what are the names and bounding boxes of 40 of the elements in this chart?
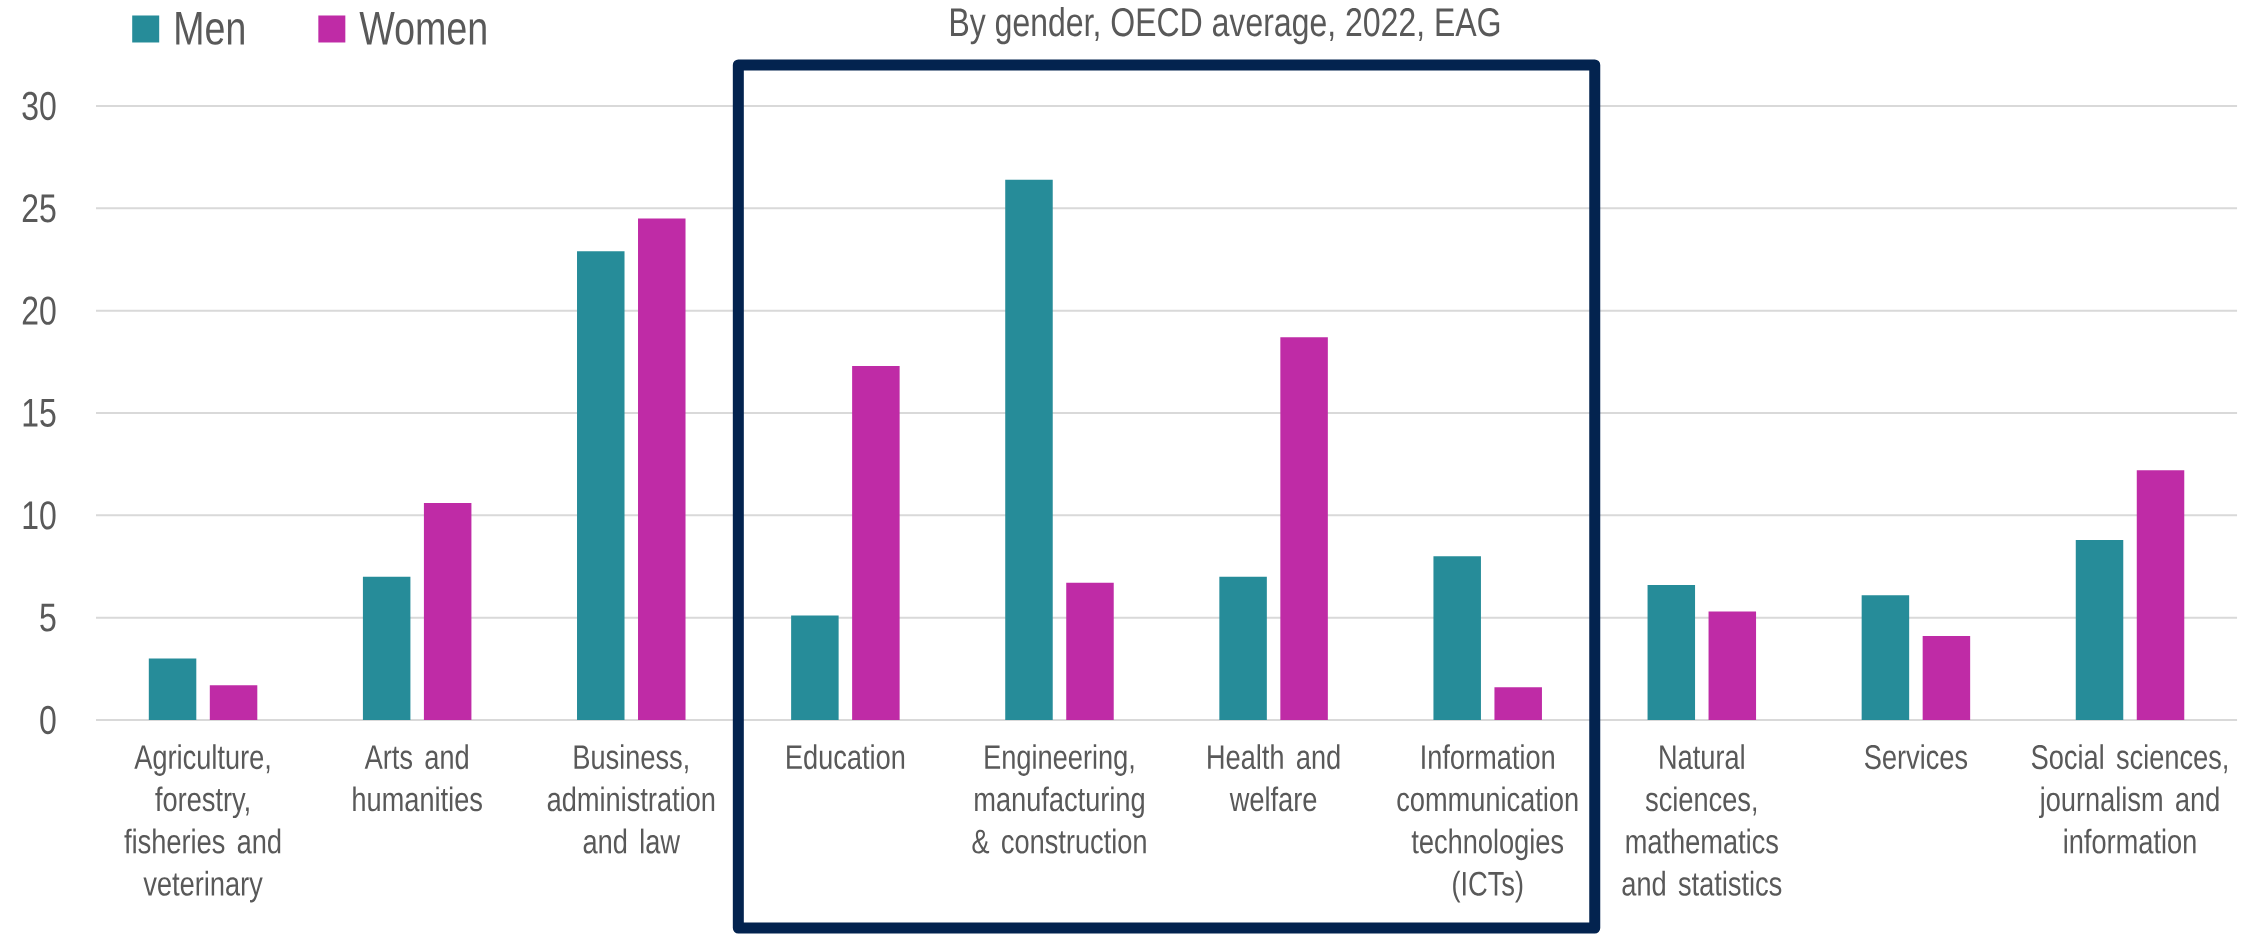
y-tick-label: 15 (23, 399, 56, 427)
bar (1280, 337, 1328, 720)
y-tick-label: 25 (22, 194, 56, 223)
bar (638, 218, 686, 720)
bar (1005, 179, 1053, 720)
bar (1708, 611, 1757, 720)
x-tick-label: Information communication technologies (ICTs) (1397, 744, 1578, 903)
x-tick-label: Social sciences, journalism and information (2031, 744, 2227, 854)
bar (1922, 636, 1971, 720)
x-tick-label: Health and welfare (1208, 744, 1340, 812)
bar (2075, 539, 2124, 720)
bar (362, 576, 411, 720)
bar (2136, 470, 2185, 720)
bar (852, 365, 900, 720)
y-tick-label: 30 (22, 91, 56, 121)
bar (1861, 595, 1910, 720)
chart-subtitle: By gender, OECD average, 2022, EAG (951, 7, 1500, 45)
x-tick-label: Engineering, manufacturing & construction (972, 744, 1146, 854)
y-tick-label: 5 (40, 603, 56, 632)
bar (1066, 582, 1114, 720)
bar (1647, 584, 1696, 720)
legend-label: Men (176, 12, 244, 45)
bar (1219, 576, 1267, 720)
bar (148, 658, 197, 720)
legend-label: Women (359, 12, 486, 45)
bar (791, 615, 839, 720)
x-tick-label: Education (787, 744, 905, 770)
y-tick-label: 20 (22, 296, 56, 325)
x-tick-label: Services (1864, 744, 1968, 770)
bar (209, 685, 258, 720)
x-tick-label: Natural sciences, mathematics and statistics (1622, 744, 1782, 896)
x-tick-label: Business, administration and law (547, 744, 715, 854)
bar (1433, 556, 1481, 720)
y-tick-label: 10 (23, 501, 56, 530)
bar (577, 251, 625, 720)
x-tick-label: Arts and humanities (353, 744, 482, 812)
y-tick-label: 0 (40, 705, 56, 735)
x-tick-label: Agriculture, forestry, fisheries and veterinary (124, 744, 281, 903)
bar (423, 503, 472, 720)
bar (1494, 687, 1542, 720)
